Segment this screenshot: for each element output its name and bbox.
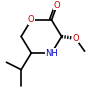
Text: O: O (28, 15, 35, 24)
Text: O: O (54, 1, 60, 10)
Text: NH: NH (45, 49, 58, 58)
Text: O: O (72, 34, 79, 43)
